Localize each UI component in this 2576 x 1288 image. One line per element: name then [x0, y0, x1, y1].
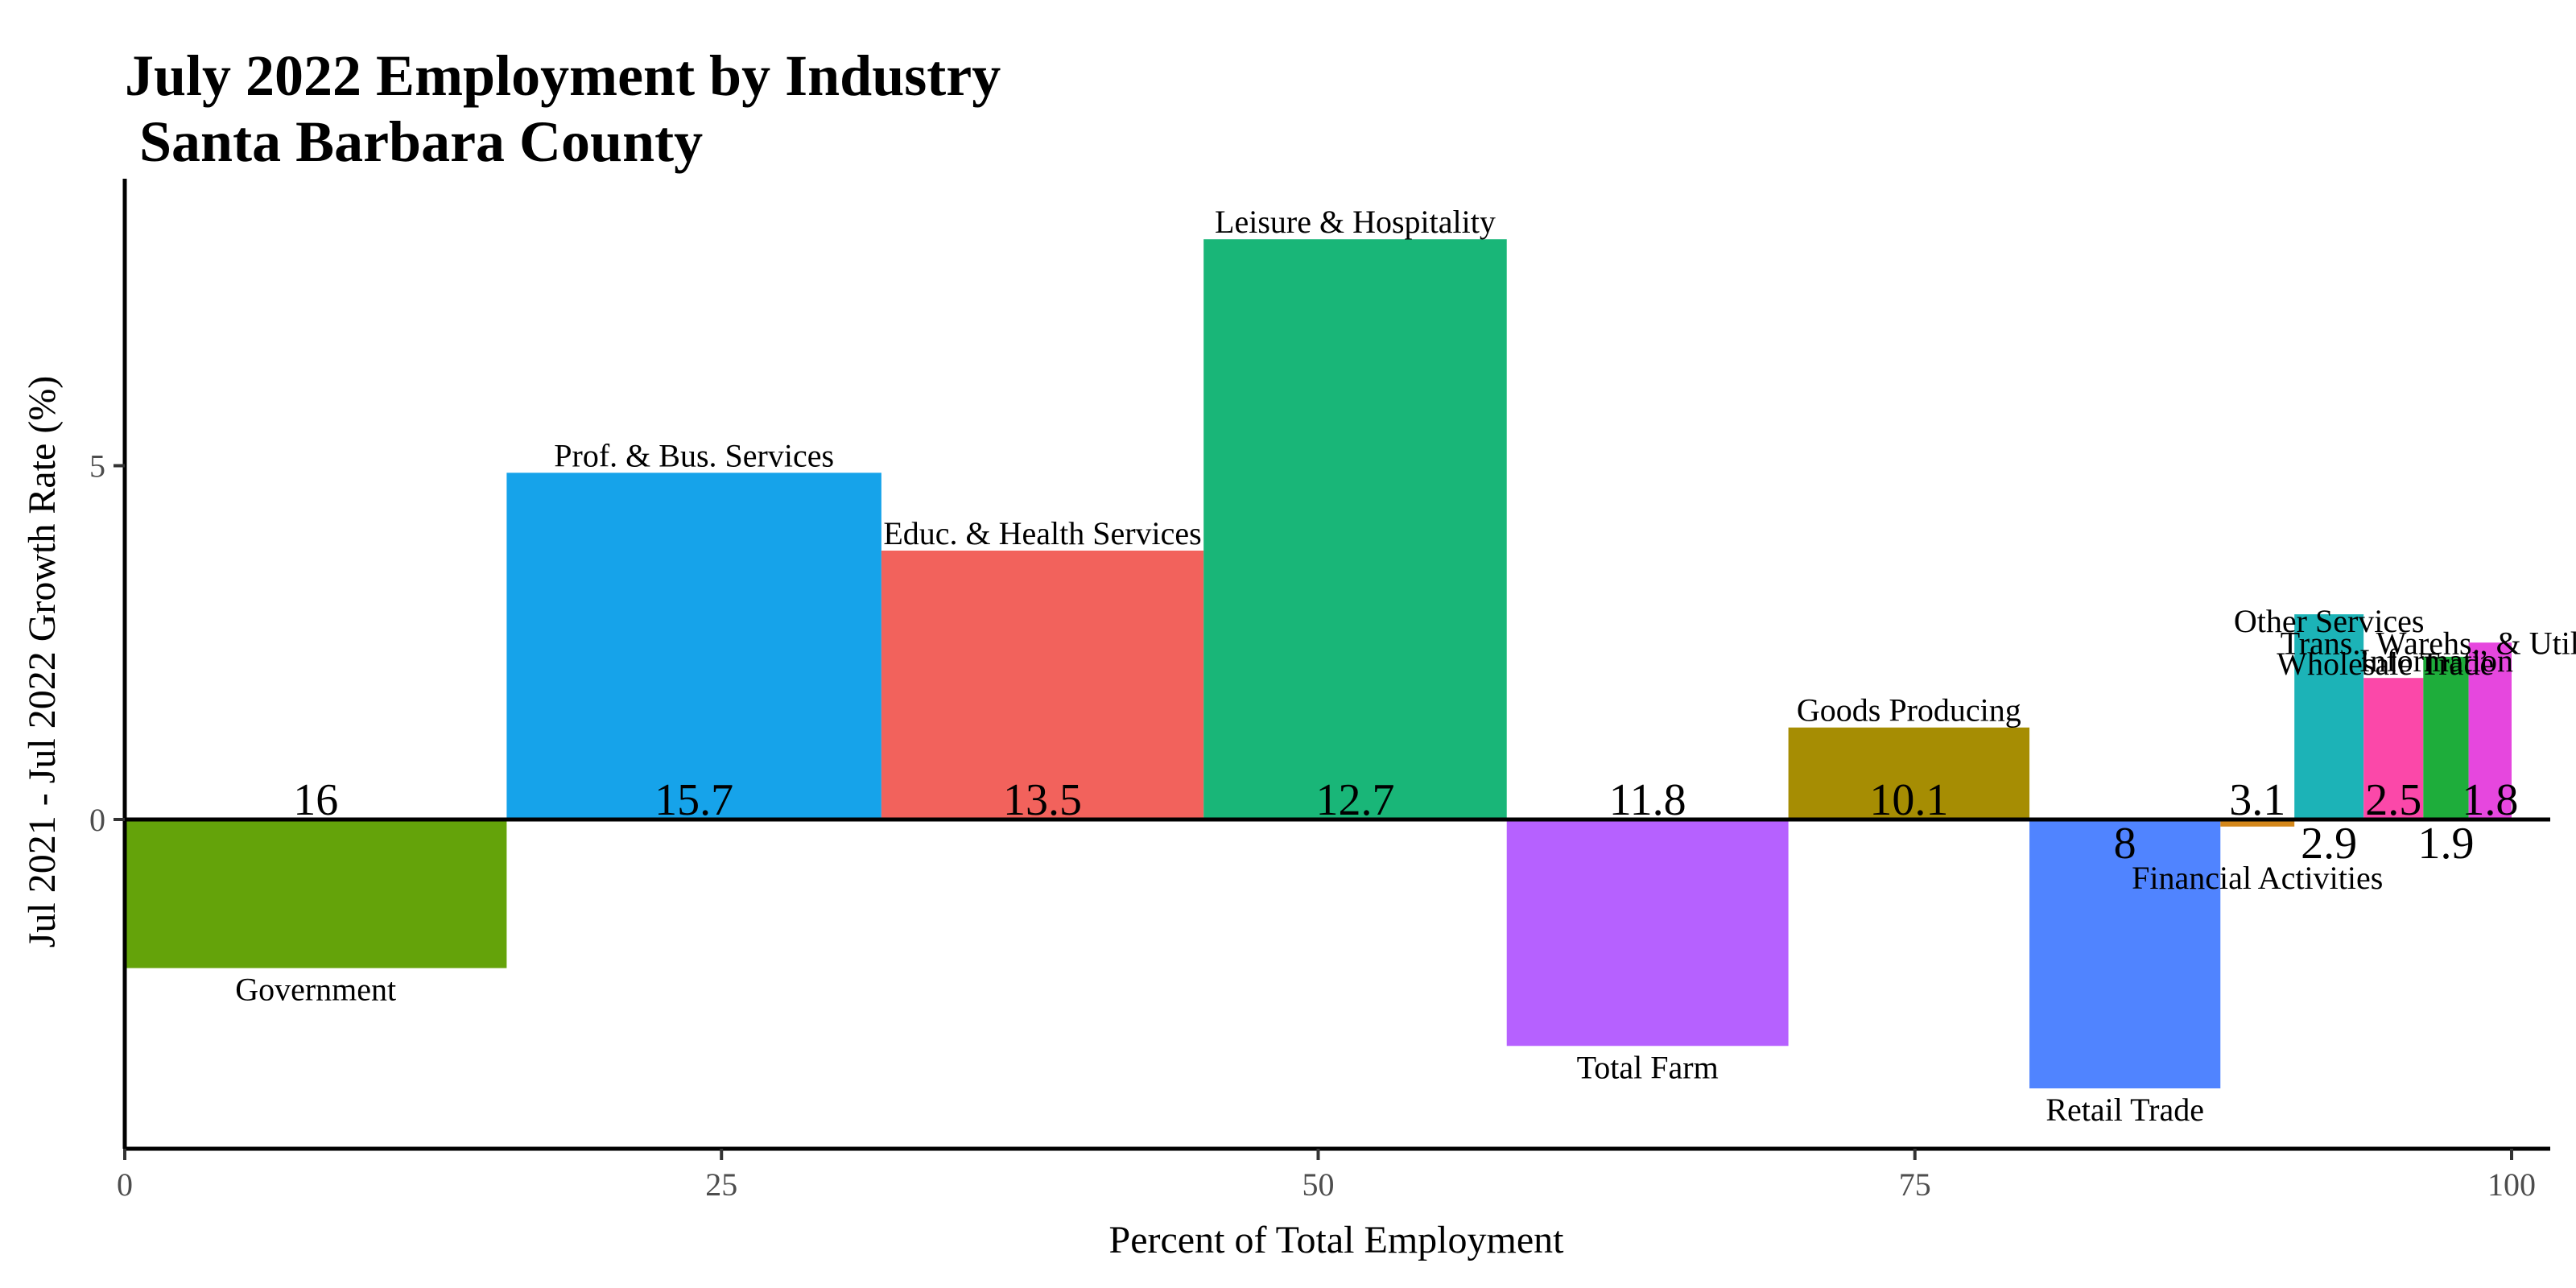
bars-layer	[125, 239, 2512, 1089]
labels-layer: 16 Government 15.7 Prof. & Bus. Services 13.…	[235, 204, 2576, 1128]
y-axis-title: Jul 2021 - Jul 2022 Growth Rate (%)	[21, 376, 64, 948]
bar-other-services	[2294, 614, 2364, 819]
bar-trans-warehs-util	[2468, 642, 2512, 819]
share-label-retail-trade: 8	[2114, 819, 2136, 869]
x-tick-label-50: 50	[1302, 1166, 1335, 1203]
share-label-other-services: 2.9	[2301, 819, 2357, 869]
x-tick-label-100: 100	[2487, 1166, 2536, 1203]
category-label-other-services: Other Services	[2234, 603, 2425, 639]
bar-financial-activities	[2220, 819, 2295, 827]
share-label-government: 16	[293, 775, 338, 825]
bar-goods-producing	[1788, 727, 2030, 819]
bar-government	[125, 819, 507, 968]
y-tick-label-0: 0	[89, 802, 105, 838]
share-label-goods-producing: 10.1	[1869, 775, 1948, 825]
y-tick-label-5: 5	[89, 448, 105, 485]
category-label-retail-trade: Retail Trade	[2046, 1092, 2204, 1128]
category-label-financial-activities: Financial Activities	[2132, 860, 2383, 896]
chart-title-line-2: Santa Barbara County	[125, 109, 703, 174]
share-label-information: 1.9	[2417, 819, 2474, 869]
chart-title-line-1: July 2022 Employment by Industry	[125, 43, 1001, 108]
x-tick-label-0: 0	[117, 1166, 133, 1203]
x-axis-title: Percent of Total Employment	[1109, 1219, 1565, 1261]
category-label-government: Government	[235, 972, 396, 1008]
category-label-prof-bus-services: Prof. & Bus. Services	[554, 437, 834, 473]
category-label-information: Information	[2359, 642, 2513, 679]
category-label-leisure-hospitality: Leisure & Hospitality	[1215, 204, 1496, 240]
bar-total-farm	[1506, 819, 1789, 1046]
category-label-goods-producing: Goods Producing	[1797, 692, 2021, 729]
share-label-prof-bus-services: 15.7	[654, 775, 733, 825]
share-label-trans-warehs-util: 1.8	[2462, 775, 2518, 825]
bar-prof-bus-services	[506, 473, 881, 819]
bar-wholesale-trade	[2363, 678, 2424, 819]
category-label-educ-health-services: Educ. & Health Services	[883, 515, 1201, 551]
share-label-total-farm: 11.8	[1609, 775, 1686, 825]
bar-information	[2423, 656, 2469, 819]
category-label-trans-warehs-util: Trans., Warehs., & Util.	[2281, 625, 2576, 661]
category-label-wholesale-trade: Wholesale Trade	[2277, 646, 2494, 682]
bar-leisure-hospitality	[1203, 239, 1507, 820]
share-label-educ-health-services: 13.5	[1003, 775, 1082, 825]
axes-layer: 0 25 50 75 100 0 5	[89, 179, 2550, 1203]
share-label-financial-activities: 3.1	[2229, 775, 2285, 825]
x-tick-label-25: 25	[705, 1166, 737, 1203]
bar-retail-trade	[2029, 819, 2221, 1089]
share-label-wholesale-trade: 2.5	[2365, 775, 2421, 825]
category-label-total-farm: Total Farm	[1577, 1049, 1719, 1085]
x-tick-label-75: 75	[1899, 1166, 1931, 1203]
share-label-leisure-hospitality: 12.7	[1315, 775, 1394, 825]
bar-educ-health-services	[881, 550, 1204, 819]
